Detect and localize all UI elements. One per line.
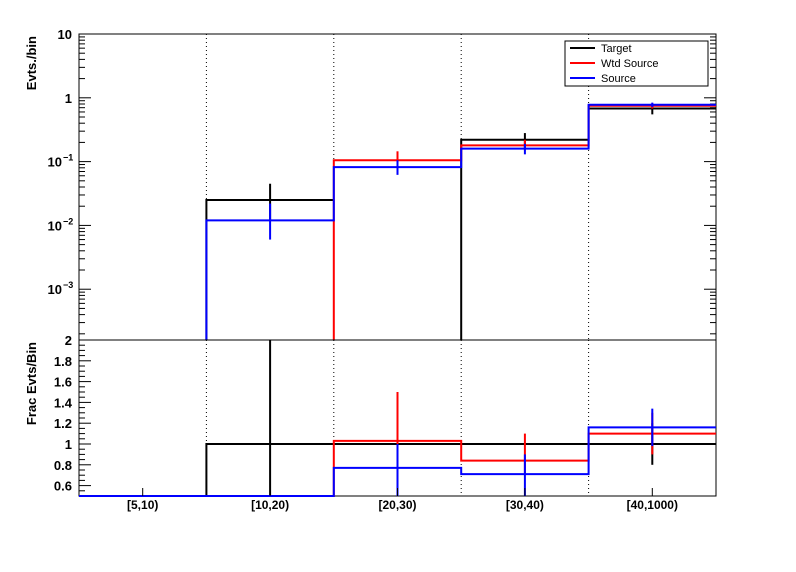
top-series-source [205, 102, 716, 340]
top-source-step [205, 103, 716, 340]
bottom-y-tick-label: 1.6 [54, 375, 72, 390]
bottom-y-tick-label: 2 [65, 333, 72, 348]
bottom-y-axis-title: Frac Evts/Bin [24, 342, 39, 425]
x-tick-label: [30,40) [506, 498, 544, 512]
bottom-series-source [79, 408, 716, 497]
bottom-y-tick-label: 0.6 [54, 479, 72, 494]
top-y-tick-exponent: −2 [63, 216, 73, 226]
legend-entry-wtd-source: Wtd Source [601, 58, 658, 70]
top-y-tick-label: 10 [48, 155, 62, 170]
top-y-tick-label: 10 [48, 282, 62, 297]
bottom-y-tick-label: 1.2 [54, 416, 72, 431]
legend-entry-source: Source [601, 73, 636, 85]
x-tick-label: [5,10) [127, 498, 158, 512]
top-y-axis-title: Evts./bin [24, 36, 39, 90]
bottom-y-tick-label: 1.8 [54, 354, 72, 369]
top-y-tick-exponent: −3 [63, 280, 73, 290]
top-y-tick-label: 1 [65, 91, 72, 106]
top-y-tick-exponent: −1 [63, 153, 73, 163]
bottom-source-step [79, 426, 716, 497]
x-tick-label: [10,20) [251, 498, 289, 512]
bottom-y-tick-label: 0.8 [54, 458, 72, 473]
legend-entry-target: Target [601, 43, 632, 55]
x-tick-label: [20,30) [378, 498, 416, 512]
top-series-target [205, 103, 716, 340]
x-tick-label: [40,1000) [627, 498, 678, 512]
legend: Target Wtd Source Source [564, 40, 709, 87]
bottom-y-tick-label: 1.4 [54, 395, 73, 410]
top-y-tick-label: 10 [58, 27, 72, 42]
top-y-tick-label: 10 [48, 218, 62, 233]
bottom-panel: 2 1.8 1.6 1.4 1.2 1 0.8 0.6 Frac Evts/Bin [5,10) [… [24, 333, 717, 512]
top-target-step [205, 107, 716, 340]
bottom-y-tick-label: 1 [65, 437, 72, 452]
